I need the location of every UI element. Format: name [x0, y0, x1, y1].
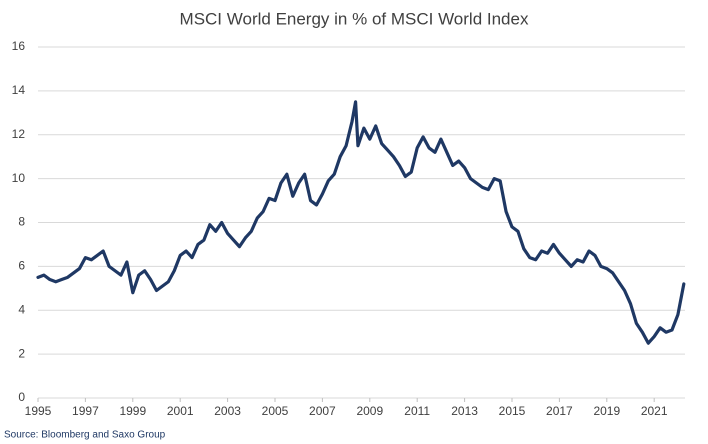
data-line: [36, 100, 686, 345]
x-tick-label: 2019: [593, 404, 620, 418]
x-tick-label: 2013: [451, 404, 478, 418]
x-tick-label: 2011: [404, 404, 430, 418]
x-tick-label: 1999: [119, 404, 146, 418]
x-tick-label: 2003: [214, 404, 241, 418]
y-tick-label: 6: [18, 259, 25, 273]
y-tick-label: 10: [12, 171, 26, 185]
x-tick-label: 2007: [309, 404, 336, 418]
x-tick-label: 2017: [546, 404, 573, 418]
y-tick-label: 8: [18, 215, 25, 229]
x-tick-label: 1997: [72, 404, 99, 418]
x-tick-label: 1995: [25, 404, 52, 418]
y-tick-label: 2: [18, 346, 25, 360]
x-tick-label: 2005: [262, 404, 289, 418]
y-tick-label: 0: [18, 390, 25, 404]
x-tick-label: 2021: [641, 404, 668, 418]
y-tick-label: 4: [18, 302, 25, 316]
x-tick-label: 2009: [356, 404, 383, 418]
y-tick-label: 14: [12, 83, 26, 97]
y-tick-label: 16: [12, 39, 26, 53]
y-tick-label: 12: [12, 127, 26, 141]
source-note: Source: Bloomberg and Saxo Group: [4, 430, 166, 441]
x-tick-label: 2015: [499, 404, 526, 418]
chart-title: MSCI World Energy in % of MSCI World Ind…: [180, 9, 529, 28]
x-tick-label: 2001: [167, 404, 194, 418]
